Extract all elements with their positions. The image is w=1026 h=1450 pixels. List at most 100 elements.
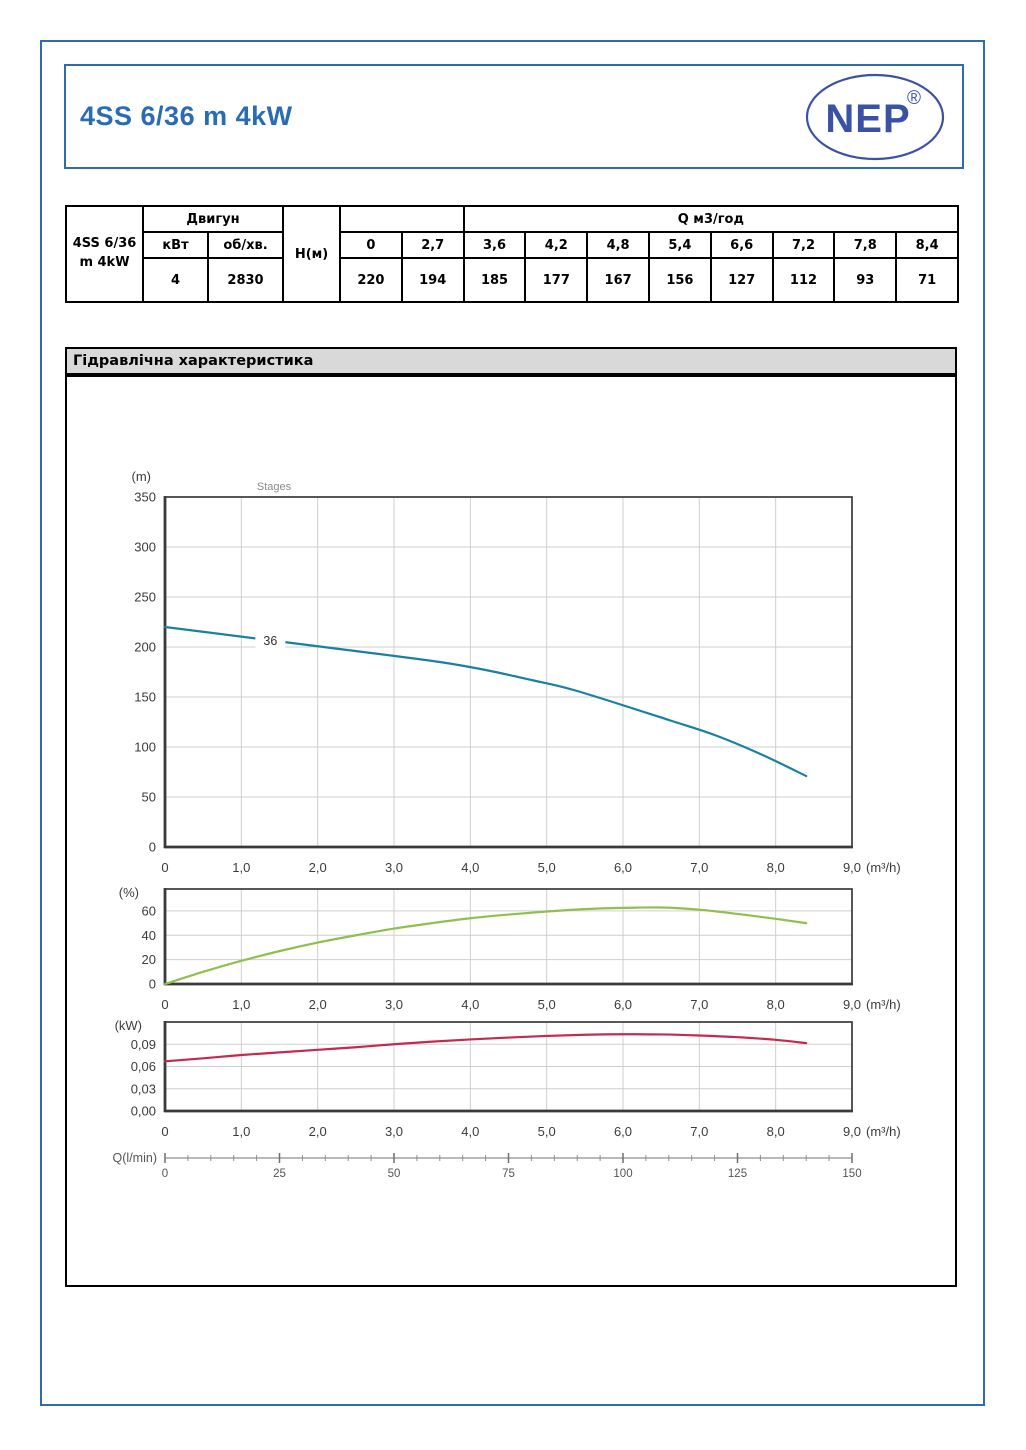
x-tick-label: 9,0 <box>843 997 861 1012</box>
x-tick-label: 1,0 <box>232 997 250 1012</box>
y-tick-label: 200 <box>134 640 156 655</box>
x-tick-label: 3,0 <box>385 997 403 1012</box>
flow-values-row: кВт об/хв. 0 2,7 3,6 4,2 4,8 5,4 6,6 7,2 7,8 8,4 <box>66 231 960 259</box>
power-chart: 0,00 0,03 0,06 0,09 0 1,0 2,0 3,0 4,0 5,0 6,0 7,0 8,… <box>115 1018 901 1139</box>
stages-curve-label: 36 <box>263 634 277 648</box>
ruler-tick-label: 100 <box>613 1168 632 1180</box>
y-tick-label: 0 <box>149 840 156 855</box>
y-tick-label: 0,06 <box>131 1059 156 1074</box>
x-tick-label: 0 <box>161 860 168 875</box>
power-unit-cell: кВт <box>142 231 209 259</box>
x-tick-label: 5,0 <box>538 1124 556 1139</box>
x-tick-label: 4,0 <box>461 997 479 1012</box>
y-tick-label: 0,00 <box>131 1104 156 1119</box>
flow-value-cell: 7,2 <box>771 231 836 259</box>
flow-value-cell: 5,4 <box>648 231 712 259</box>
x-axis-unit-label: (m³/h) <box>866 997 901 1012</box>
logo-registered-icon: ® <box>907 88 921 109</box>
spec-table: 4SS 6/36 m 4kW Двигун Н(м) Q м3/год кВт … <box>65 205 960 303</box>
x-axis-unit-label: (m³/h) <box>866 1124 901 1139</box>
motor-header-cell: Двигун <box>141 205 285 233</box>
plot-border <box>164 496 853 848</box>
page-frame: 4SS 6/36 m 4kW NEP ® 4SS 6/36 m 4kW Двиг… <box>40 40 985 1406</box>
logo-text: NEP <box>825 97 910 141</box>
speed-unit-cell: об/хв. <box>206 231 285 259</box>
x-tick-label: 6,0 <box>614 997 632 1012</box>
ruler-tick-label: 150 <box>842 1168 861 1180</box>
logo-ellipse <box>805 73 945 160</box>
head-value-cell: 71 <box>895 257 960 303</box>
head-value-cell: 220 <box>339 257 403 303</box>
x-tick-label: 0 <box>161 997 168 1012</box>
ruler-tick-label: 125 <box>728 1168 747 1180</box>
x-tick-label: 2,0 <box>309 860 327 875</box>
y-tick-label: 0,09 <box>131 1037 156 1052</box>
ruler-tick-label: 25 <box>273 1168 286 1180</box>
nep-logo: NEP ® <box>804 72 946 162</box>
y-tick-label: 0,03 <box>131 1081 156 1096</box>
model-cell: 4SS 6/36 m 4kW <box>65 205 144 303</box>
flow-value-cell: 8,4 <box>895 231 960 259</box>
x-tick-label: 6,0 <box>614 1124 632 1139</box>
head-value-cell: 112 <box>771 257 836 303</box>
ruler-unit-label: Q(l/min) <box>113 1151 157 1165</box>
head-value-cell: 156 <box>648 257 712 303</box>
x-tick-label: 3,0 <box>385 1124 403 1139</box>
ruler-tick-label: 75 <box>502 1168 515 1180</box>
head-chart: 0 50 100 150 200 250 300 350 0 1,0 2,0 3,0 4,0 5,0 6,0… <box>132 469 901 875</box>
y-tick-label: 350 <box>134 490 156 505</box>
x-tick-label: 1,0 <box>232 860 250 875</box>
flow-value-cell: 6,6 <box>709 231 774 259</box>
head-value-cell: 177 <box>524 257 589 303</box>
x-tick-label: 5,0 <box>538 997 556 1012</box>
curve-label-mask <box>255 632 286 649</box>
efficiency-chart: 0 20 40 60 0 1,0 2,0 3,0 4,0 5,0 6,0 7,0 8,0 9,0 (m³/h… <box>119 885 901 1012</box>
y-tick-label: 20 <box>142 952 156 967</box>
flow-header-cell: Q м3/год <box>462 205 960 233</box>
y-tick-label: 300 <box>134 540 156 555</box>
x-tick-label: 4,0 <box>461 1124 479 1139</box>
x-tick-label: 7,0 <box>690 860 708 875</box>
flow-value-cell: 4,8 <box>586 231 650 259</box>
head-value-cell: 194 <box>400 257 465 303</box>
x-tick-label: 6,0 <box>614 860 632 875</box>
table-header-row: 4SS 6/36 m 4kW Двигун Н(м) Q м3/год <box>65 205 960 303</box>
head-unit-cell: Н(м) <box>282 205 342 303</box>
x-tick-label: 5,0 <box>538 860 556 875</box>
y-axis-unit-label: (m) <box>132 469 152 484</box>
y-axis-unit-label: (%) <box>119 885 139 900</box>
head-value-cell: 185 <box>462 257 527 303</box>
section-header: Гідравлічна характеристика <box>65 347 957 375</box>
page-title: 4SS 6/36 m 4kW <box>80 101 293 131</box>
head-value-cell: 93 <box>833 257 898 303</box>
x-tick-label: 1,0 <box>232 1124 250 1139</box>
head-values-row: 4 2830 220 194 185 177 167 156 127 112 93 71 <box>66 257 960 303</box>
efficiency-curve-line <box>163 906 808 986</box>
x-tick-label: 9,0 <box>843 860 861 875</box>
flow-value-cell: 4,2 <box>524 231 589 259</box>
ruler-tick-label: 0 <box>162 1168 168 1180</box>
head-value-cell: 127 <box>709 257 774 303</box>
x-tick-label: 8,0 <box>767 997 785 1012</box>
flow-ruler: 0 25 50 75 100 125 150 Q(l/min) <box>113 1151 862 1180</box>
y-tick-label: 100 <box>134 740 156 755</box>
x-tick-label: 4,0 <box>461 860 479 875</box>
blank-header-cell <box>339 205 465 233</box>
y-tick-label: 150 <box>134 690 156 705</box>
x-tick-label: 8,0 <box>767 860 785 875</box>
chart-title: Stages <box>257 481 292 493</box>
x-tick-label: 2,0 <box>309 997 327 1012</box>
chart-area: 0 50 100 150 200 250 300 350 0 1,0 2,0 3,0 4,0 5,0 6,0… <box>65 375 957 1287</box>
y-axis-unit-label: (kW) <box>115 1018 142 1033</box>
x-tick-label: 7,0 <box>690 1124 708 1139</box>
y-tick-label: 0 <box>149 977 156 992</box>
x-tick-label: 9,0 <box>843 1124 861 1139</box>
flow-value-cell: 0 <box>339 231 403 259</box>
y-tick-label: 60 <box>142 903 156 918</box>
x-axis-unit-label: (m³/h) <box>866 860 901 875</box>
x-tick-label: 3,0 <box>385 860 403 875</box>
flow-value-cell: 3,6 <box>462 231 527 259</box>
header: 4SS 6/36 m 4kW NEP ® <box>64 64 964 169</box>
